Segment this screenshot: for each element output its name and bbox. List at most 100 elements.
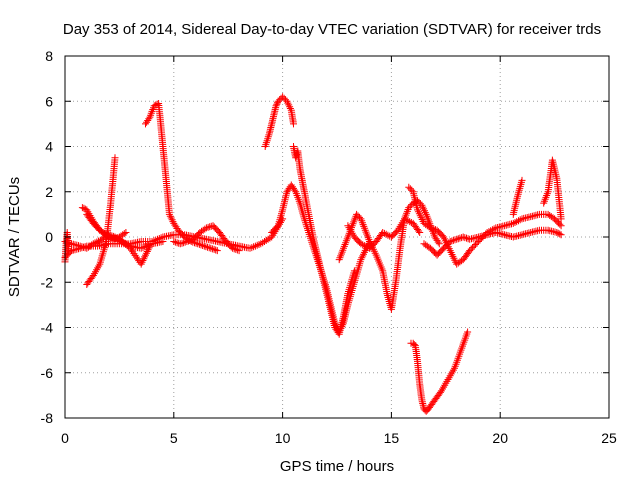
data-point	[212, 246, 220, 254]
data-point	[357, 256, 365, 264]
data-point	[185, 237, 192, 245]
y-axis-title: SDTVAR / TECUs	[6, 177, 23, 297]
data-point	[470, 242, 478, 250]
data-point	[194, 240, 202, 248]
data-point	[145, 244, 153, 252]
data-point	[149, 106, 157, 113]
data-point	[253, 241, 261, 249]
data-point	[341, 241, 349, 248]
data-point	[166, 212, 174, 220]
data-point	[425, 223, 433, 231]
data-point	[554, 229, 562, 237]
data-point	[557, 215, 565, 223]
data-point	[159, 238, 167, 245]
data-point	[284, 99, 292, 107]
data-point	[359, 221, 367, 229]
data-point	[280, 94, 288, 102]
data-point	[513, 218, 521, 226]
data-point	[186, 236, 194, 244]
data-point	[261, 143, 269, 150]
series-trace-i	[290, 143, 374, 336]
data-point	[273, 100, 281, 108]
data-point	[142, 249, 150, 257]
data-point	[171, 238, 179, 246]
data-point	[415, 227, 423, 235]
data-point	[89, 240, 97, 248]
x-tick-label: 25	[601, 430, 617, 446]
y-tick-label: -4	[41, 320, 54, 336]
data-point	[401, 215, 408, 223]
data-point	[274, 97, 282, 105]
data-point	[229, 244, 237, 252]
data-point	[469, 244, 477, 252]
data-point	[129, 248, 137, 256]
data-point	[143, 248, 151, 255]
series-trace-g	[170, 222, 243, 255]
data-point	[264, 235, 272, 243]
grid-lines	[65, 56, 609, 418]
data-point	[259, 239, 267, 247]
data-point	[170, 238, 178, 245]
data-point	[444, 376, 452, 383]
data-point	[64, 247, 72, 255]
data-point	[354, 212, 362, 220]
data-point	[176, 240, 184, 248]
data-point	[336, 254, 344, 262]
data-point	[168, 216, 176, 224]
data-point	[235, 247, 243, 255]
data-point	[285, 101, 293, 109]
data-point	[91, 239, 99, 247]
data-point	[144, 246, 152, 254]
data-point	[255, 241, 263, 248]
data-point	[405, 204, 413, 212]
data-point	[250, 243, 258, 251]
data-point	[427, 224, 435, 232]
data-point	[467, 245, 475, 253]
data-point	[402, 216, 410, 224]
data-point	[359, 241, 367, 249]
data-point	[380, 229, 388, 237]
chart-title: Day 353 of 2014, Sidereal Day-to-day VTE…	[63, 21, 601, 38]
data-point	[459, 233, 467, 241]
data-point	[382, 230, 390, 238]
y-tick-label: -2	[41, 274, 54, 290]
data-point	[406, 202, 414, 210]
data-point	[556, 220, 564, 228]
data-point	[416, 229, 424, 236]
data-point	[264, 133, 272, 141]
data-point	[246, 244, 254, 252]
data-point	[137, 244, 145, 252]
data-point	[114, 234, 122, 242]
data-point	[453, 235, 461, 243]
data-point	[408, 186, 416, 194]
data-point	[435, 240, 443, 248]
series-trace-h	[261, 93, 297, 150]
data-point	[364, 234, 372, 242]
data-point	[405, 183, 413, 191]
series-trace-c	[83, 154, 119, 288]
series-trace-f	[142, 100, 221, 255]
data-point	[353, 210, 361, 218]
data-point	[406, 185, 414, 193]
x-tick-label: 10	[275, 430, 291, 446]
data-point	[262, 236, 270, 244]
data-point	[207, 244, 215, 252]
data-point	[472, 241, 479, 248]
series-trace-q	[540, 156, 565, 223]
data-point	[360, 242, 368, 250]
data-point	[122, 229, 130, 236]
data-point	[95, 237, 102, 245]
x-tick-label: 5	[170, 430, 178, 446]
x-axis-ticks: 0 5 10 15 20 25	[61, 56, 617, 446]
data-point	[210, 245, 218, 253]
data-point	[141, 243, 149, 251]
data-point	[139, 257, 147, 264]
data-point	[410, 341, 418, 348]
data-point	[140, 255, 148, 263]
data-point	[404, 217, 412, 225]
data-point	[557, 222, 565, 230]
series-trace-l	[344, 215, 424, 252]
data-point	[283, 97, 291, 105]
data-point	[165, 210, 173, 218]
data-point	[360, 250, 367, 258]
